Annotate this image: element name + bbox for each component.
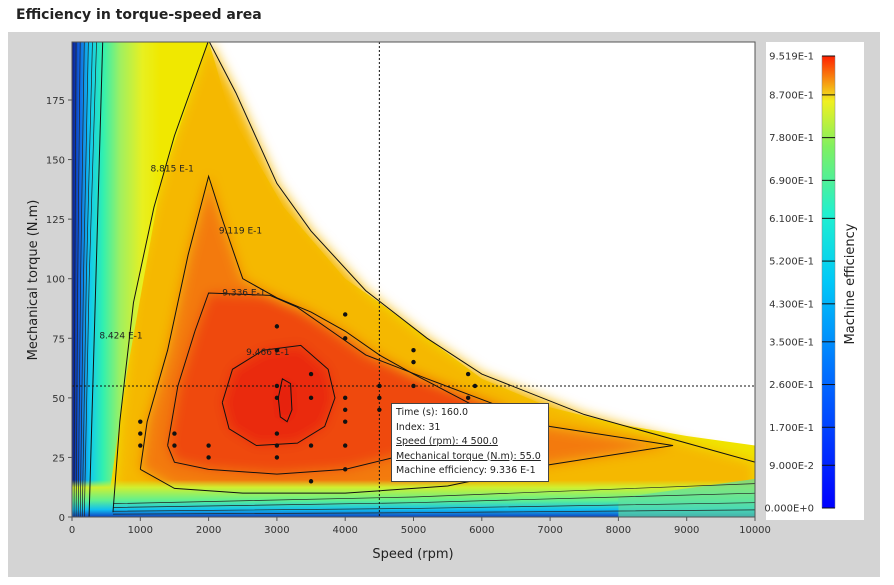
x-tick-label: 6000 bbox=[469, 525, 494, 536]
contour-line bbox=[79, 42, 89, 517]
colorbar-tick-label: 9.519E-1 bbox=[769, 52, 814, 63]
y-tick-label: 150 bbox=[46, 156, 65, 167]
contour-line bbox=[73, 42, 77, 517]
operating-point[interactable] bbox=[308, 443, 314, 448]
contour-line bbox=[112, 42, 755, 513]
y-tick-label: 100 bbox=[46, 275, 65, 286]
x-axis-label: Speed (rpm) bbox=[372, 547, 453, 562]
operating-point[interactable] bbox=[138, 419, 143, 424]
operating-point[interactable] bbox=[343, 467, 348, 472]
colorbar-tick-label: 5.200E-1 bbox=[769, 257, 814, 268]
colorbar-tick-label: 1.700E-1 bbox=[769, 423, 814, 434]
colorbar-tick-label: 0.000E+0 bbox=[764, 504, 814, 515]
colorbar-tick-label: 7.800E-1 bbox=[769, 133, 814, 144]
x-tick-label: 10000 bbox=[739, 525, 771, 536]
operating-point[interactable] bbox=[343, 407, 348, 412]
x-tick-label: 8000 bbox=[606, 525, 631, 536]
contour-label: 8.815 E-1 bbox=[151, 164, 194, 174]
x-tick-label: 2000 bbox=[196, 525, 221, 536]
contour-label: 8.424 E-1 bbox=[99, 331, 142, 341]
colorbar-tick-label: 6.900E-1 bbox=[769, 176, 814, 187]
colorbar-tick-label: 2.600E-1 bbox=[769, 380, 814, 391]
contour-line bbox=[77, 42, 85, 517]
contour-line bbox=[221, 344, 336, 447]
operating-point[interactable] bbox=[138, 431, 143, 436]
operating-point[interactable] bbox=[343, 336, 348, 341]
contour-line bbox=[112, 509, 755, 515]
x-tick-label: 7000 bbox=[537, 525, 562, 536]
y-axis-label: Mechanical torque (N.m) bbox=[26, 200, 41, 361]
operating-point[interactable] bbox=[274, 443, 280, 448]
colorbar-tick-label: 3.500E-1 bbox=[769, 337, 814, 348]
contour-label: 9.119 E-1 bbox=[219, 226, 262, 236]
operating-point[interactable] bbox=[138, 443, 143, 448]
contour-line bbox=[83, 42, 97, 517]
contour-line bbox=[112, 502, 755, 512]
contour-line bbox=[88, 42, 104, 517]
colorbar bbox=[821, 55, 836, 509]
tooltip-speed: Speed (rpm): 4 500.0 bbox=[396, 436, 498, 447]
low-speed-gradient bbox=[72, 42, 209, 517]
colorbar-tick-label: 4.300E-1 bbox=[769, 299, 814, 310]
operating-point[interactable] bbox=[472, 383, 478, 389]
contour-line bbox=[112, 483, 755, 505]
tooltip-index: Index: 31 bbox=[396, 421, 441, 433]
operating-point[interactable] bbox=[411, 359, 416, 365]
operating-point[interactable] bbox=[206, 455, 211, 460]
operating-point[interactable] bbox=[343, 312, 348, 317]
y-tick-label: 175 bbox=[46, 96, 65, 107]
colorbar-panel bbox=[766, 42, 864, 520]
operating-point[interactable] bbox=[343, 395, 348, 401]
x-tick-label: 9000 bbox=[674, 525, 699, 536]
operating-point[interactable] bbox=[274, 324, 280, 329]
contour-line bbox=[167, 292, 511, 475]
y-tick-label: 25 bbox=[52, 453, 65, 464]
operating-point[interactable] bbox=[377, 395, 382, 401]
operating-point[interactable] bbox=[274, 395, 280, 401]
x-tick-label: 3000 bbox=[264, 525, 289, 536]
efficiency-band bbox=[278, 378, 292, 422]
colorbar-tick-label: 8.700E-1 bbox=[769, 90, 814, 101]
x-tick-label: 1000 bbox=[128, 525, 153, 536]
operating-point[interactable] bbox=[308, 371, 314, 377]
operating-point[interactable] bbox=[172, 443, 177, 448]
operating-point[interactable] bbox=[274, 348, 280, 353]
colorbar-tick-label: 6.100E-1 bbox=[769, 214, 814, 225]
tooltip-time: Time (s): 160.0 bbox=[396, 407, 469, 418]
operating-point[interactable] bbox=[411, 348, 416, 353]
x-tick-label: 4000 bbox=[332, 525, 357, 536]
operating-point[interactable] bbox=[172, 431, 177, 436]
y-tick-label: 50 bbox=[52, 394, 65, 405]
operating-point[interactable] bbox=[206, 443, 211, 448]
contour-line bbox=[112, 492, 755, 508]
tooltip-torque: Mechanical torque (N.m): 55.0 bbox=[396, 450, 541, 462]
chart-title: Efficiency in torque-speed area bbox=[16, 7, 262, 23]
colorbar-label: Machine efficiency bbox=[843, 223, 858, 344]
operating-point[interactable] bbox=[308, 395, 314, 401]
operating-point[interactable] bbox=[343, 443, 348, 448]
y-tick-label: 75 bbox=[52, 334, 65, 345]
contour-line bbox=[277, 378, 293, 423]
y-tick-label: 125 bbox=[46, 215, 65, 226]
contour-label: 9.466 E-1 bbox=[246, 348, 289, 358]
y-tick-label: 0 bbox=[59, 513, 65, 524]
operating-point[interactable] bbox=[274, 455, 280, 460]
contour-line bbox=[75, 42, 81, 517]
operating-point[interactable] bbox=[465, 395, 471, 401]
contour-line bbox=[81, 42, 93, 517]
operating-point[interactable] bbox=[308, 479, 314, 484]
contour-label: 9.336 E-1 bbox=[222, 288, 265, 298]
colorbar-tick-label: 9.000E-2 bbox=[769, 461, 814, 472]
tooltip-efficiency: Machine efficiency: 9.336 E-1 bbox=[396, 465, 536, 476]
data-tooltip: Time (s): 160.0 Index: 31 Speed (rpm): 4… bbox=[391, 403, 549, 482]
x-tick-label: 0 bbox=[69, 525, 75, 536]
x-tick-label: 5000 bbox=[401, 525, 426, 536]
low-torque-band bbox=[618, 478, 755, 517]
operating-point[interactable] bbox=[465, 371, 471, 377]
operating-point[interactable] bbox=[377, 407, 382, 412]
operating-point[interactable] bbox=[274, 431, 280, 436]
operating-point[interactable] bbox=[377, 383, 382, 389]
operating-point[interactable] bbox=[343, 419, 348, 424]
